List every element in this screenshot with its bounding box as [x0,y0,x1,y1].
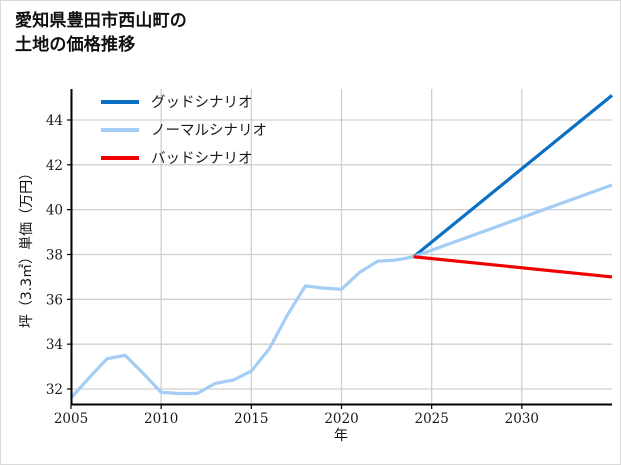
y-tick-labels: 32 34 36 38 40 42 44 [46,113,63,398]
x-tick-label: 2010 [144,411,178,427]
page-title: 愛知県豊田市西山町の 土地の価格推移 [15,11,187,55]
axes [70,89,612,406]
x-tick-marks [70,405,523,409]
x-tick-label: 2030 [505,411,539,427]
y-tick-label: 36 [46,292,63,308]
x-tick-label: 2025 [414,411,448,427]
series-line [413,255,613,279]
y-tick-label: 32 [46,382,63,398]
legend-label: バッドシナリオ [151,151,253,167]
series-lines [69,94,614,400]
x-tick-labels: 2005 2010 2015 2020 2025 2030 [54,411,539,427]
legend-label: ノーマルシナリオ [151,123,267,139]
y-tick-label: 38 [46,248,63,264]
legend-label: グッドシナリオ [151,94,253,111]
x-tick-label: 2020 [324,411,358,427]
y-tick-label: 40 [46,203,63,219]
series-line [412,94,614,258]
x-axis-label: 年 [334,428,348,444]
y-tick-label: 42 [46,158,63,174]
x-tick-label: 2005 [54,411,88,427]
y-tick-label: 34 [46,337,63,353]
y-axis-label: 坪（3.3㎡）単価（万円） [19,166,35,328]
y-tick-marks [67,119,71,390]
x-tick-label: 2015 [234,411,268,427]
y-tick-label: 44 [46,113,63,129]
series-line [69,183,613,400]
